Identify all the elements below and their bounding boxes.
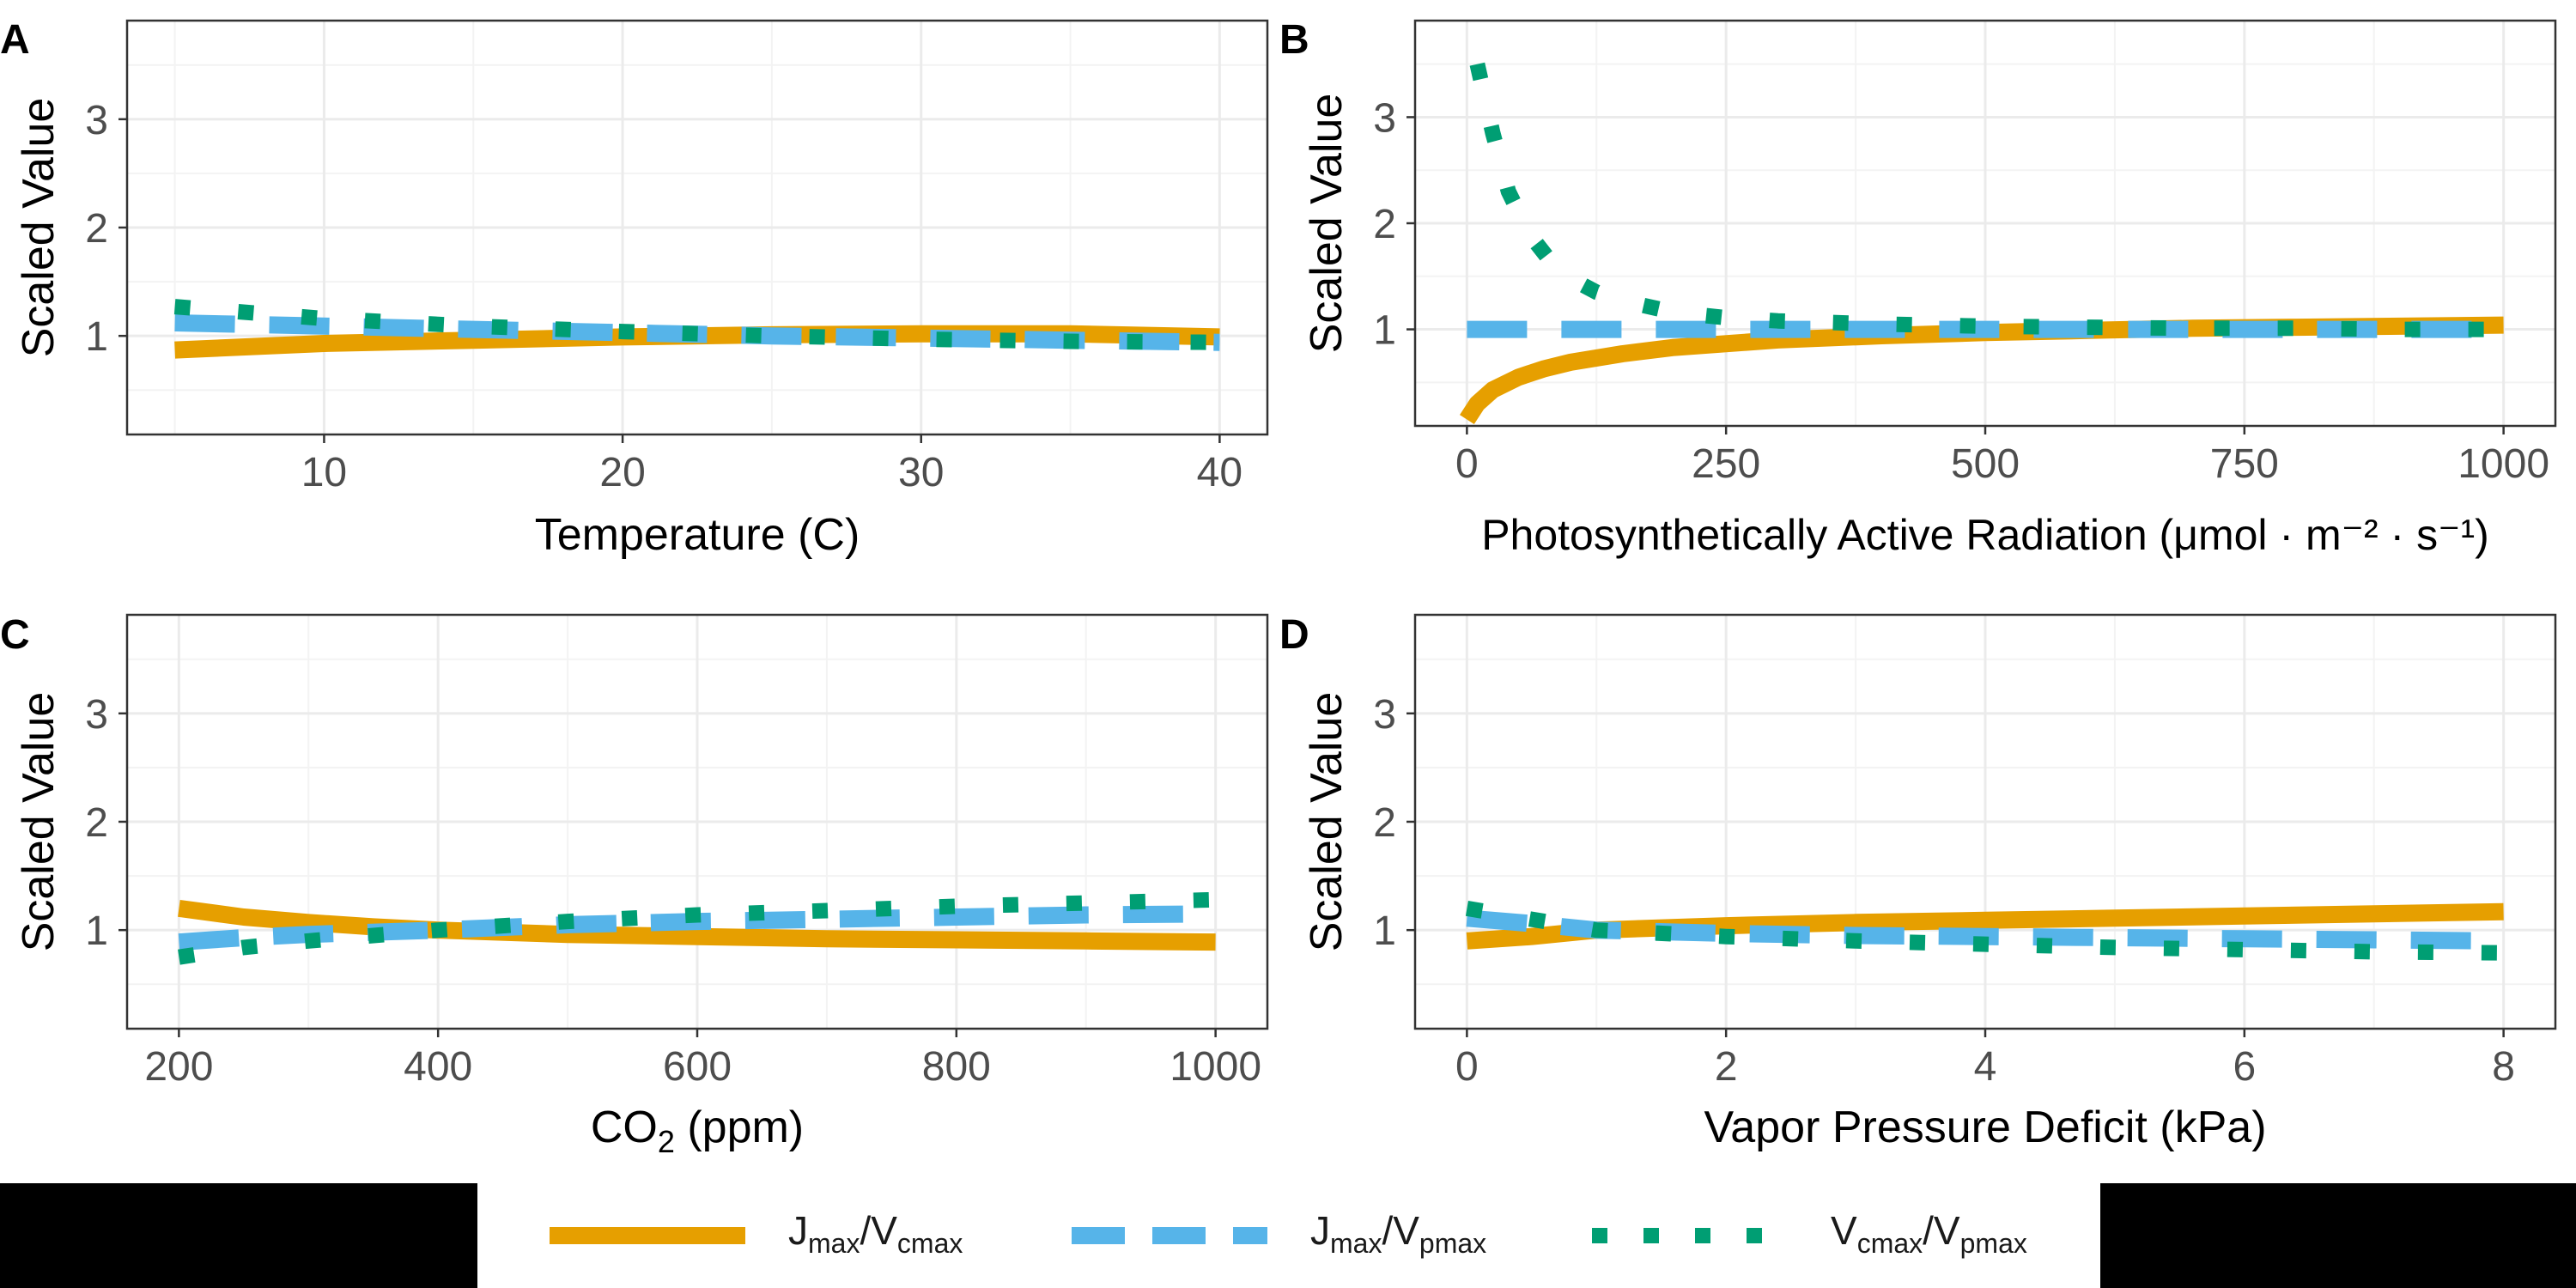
y-tick-label: 3 xyxy=(85,692,108,738)
legend-label-jmax-vpmax: Jmax/Vpmax xyxy=(1310,1208,1487,1260)
x-axis-label: Vapor Pressure Deficit (kPa) xyxy=(1704,1103,2266,1152)
legend-key-solid xyxy=(550,1227,745,1244)
x-tick-label: 4 xyxy=(1974,1044,1997,1090)
x-tick-label: 250 xyxy=(1692,441,1760,487)
x-tick-label: 8 xyxy=(2492,1044,2515,1090)
x-tick-label: 40 xyxy=(1197,450,1242,495)
x-tick-label: 30 xyxy=(898,450,944,495)
x-axis-label: CO2 (ppm) xyxy=(591,1103,804,1159)
legend-label-jmax-vcmax: Jmax/Vcmax xyxy=(788,1208,963,1260)
series-dashed-line xyxy=(1466,909,2504,950)
x-tick-label: 1000 xyxy=(1170,1044,1261,1090)
series-dotted-line xyxy=(173,299,1220,350)
y-tick-label: 2 xyxy=(85,800,108,846)
x-tick-label: 0 xyxy=(1455,441,1479,487)
panel-c: 200 400 600 800 1000 1 2 3 Scaled Value CO2 (ppm)… xyxy=(0,612,1269,1159)
legend-item-vcmax-vpmax: Vcmax/Vpmax xyxy=(1582,1183,2063,1288)
y-tick-label: 3 xyxy=(1373,692,1396,738)
x-tick-label: 750 xyxy=(2210,441,2279,487)
x-tick-label: 800 xyxy=(922,1044,991,1090)
series-dotted-line xyxy=(178,891,1216,965)
x-tick-label: 20 xyxy=(599,450,645,495)
legend-item-jmax-vpmax: Jmax/Vpmax xyxy=(1061,1183,1525,1288)
y-tick-label: 1 xyxy=(85,908,108,954)
panel-letter: A xyxy=(0,17,30,63)
panel-b: 0 250 500 750 1000 1 2 3 Scaled Value Photosynthe… xyxy=(1279,17,2557,559)
series-dashed-line xyxy=(178,905,1216,951)
legend-key-dashed xyxy=(1072,1227,1267,1244)
series-dotted-line xyxy=(1465,901,2504,961)
legend-item-jmax-vcmax: Jmax/Vcmax xyxy=(539,1183,1003,1288)
x-tick-label: 6 xyxy=(2233,1044,2256,1090)
x-tick-label: 2 xyxy=(1715,1044,1738,1090)
x-axis-label: Temperature (C) xyxy=(535,510,860,560)
x-tick-label: 600 xyxy=(663,1044,732,1090)
y-tick-label: 3 xyxy=(85,98,108,143)
y-tick-label: 1 xyxy=(85,314,108,360)
y-tick-label: 3 xyxy=(1373,95,1396,141)
y-axis-label: Scaled Value xyxy=(1302,94,1352,354)
panel-a: 10 20 30 40 1 2 3 Scaled Value Temperature (C) A xyxy=(0,17,1269,560)
legend-key-dotted xyxy=(1592,1228,1788,1243)
y-tick-label: 1 xyxy=(1373,908,1396,954)
x-tick-label: 1000 xyxy=(2458,441,2549,487)
y-tick-label: 2 xyxy=(1373,202,1396,247)
series-dotted-line xyxy=(1469,62,2504,337)
panel-d: 0 2 4 6 8 1 2 3 Scaled Value Vapor Pressure Defic… xyxy=(1279,612,2557,1152)
x-tick-label: 10 xyxy=(301,450,347,495)
x-tick-label: 0 xyxy=(1455,1044,1479,1090)
series-solid-line xyxy=(178,899,1216,951)
panel-letter: D xyxy=(1279,612,1309,658)
legend: Jmax/Vcmax Jmax/Vpmax Vcmax/Vpmax xyxy=(477,1183,2100,1288)
y-tick-label: 2 xyxy=(85,206,108,252)
y-axis-label: Scaled Value xyxy=(14,692,64,952)
x-tick-label: 500 xyxy=(1951,441,2020,487)
y-axis-label: Scaled Value xyxy=(1302,692,1352,952)
y-tick-label: 1 xyxy=(1373,308,1396,354)
legend-label-vcmax-vpmax: Vcmax/Vpmax xyxy=(1831,1208,2027,1260)
y-axis-label: Scaled Value xyxy=(14,98,64,358)
panel-letter: C xyxy=(0,612,30,658)
y-tick-label: 2 xyxy=(1373,800,1396,846)
x-axis-label: Photosynthetically Active Radiation (μmo… xyxy=(1481,511,2489,559)
panel-letter: B xyxy=(1279,17,1309,63)
x-tick-label: 400 xyxy=(404,1044,472,1090)
x-tick-label: 200 xyxy=(144,1044,213,1090)
